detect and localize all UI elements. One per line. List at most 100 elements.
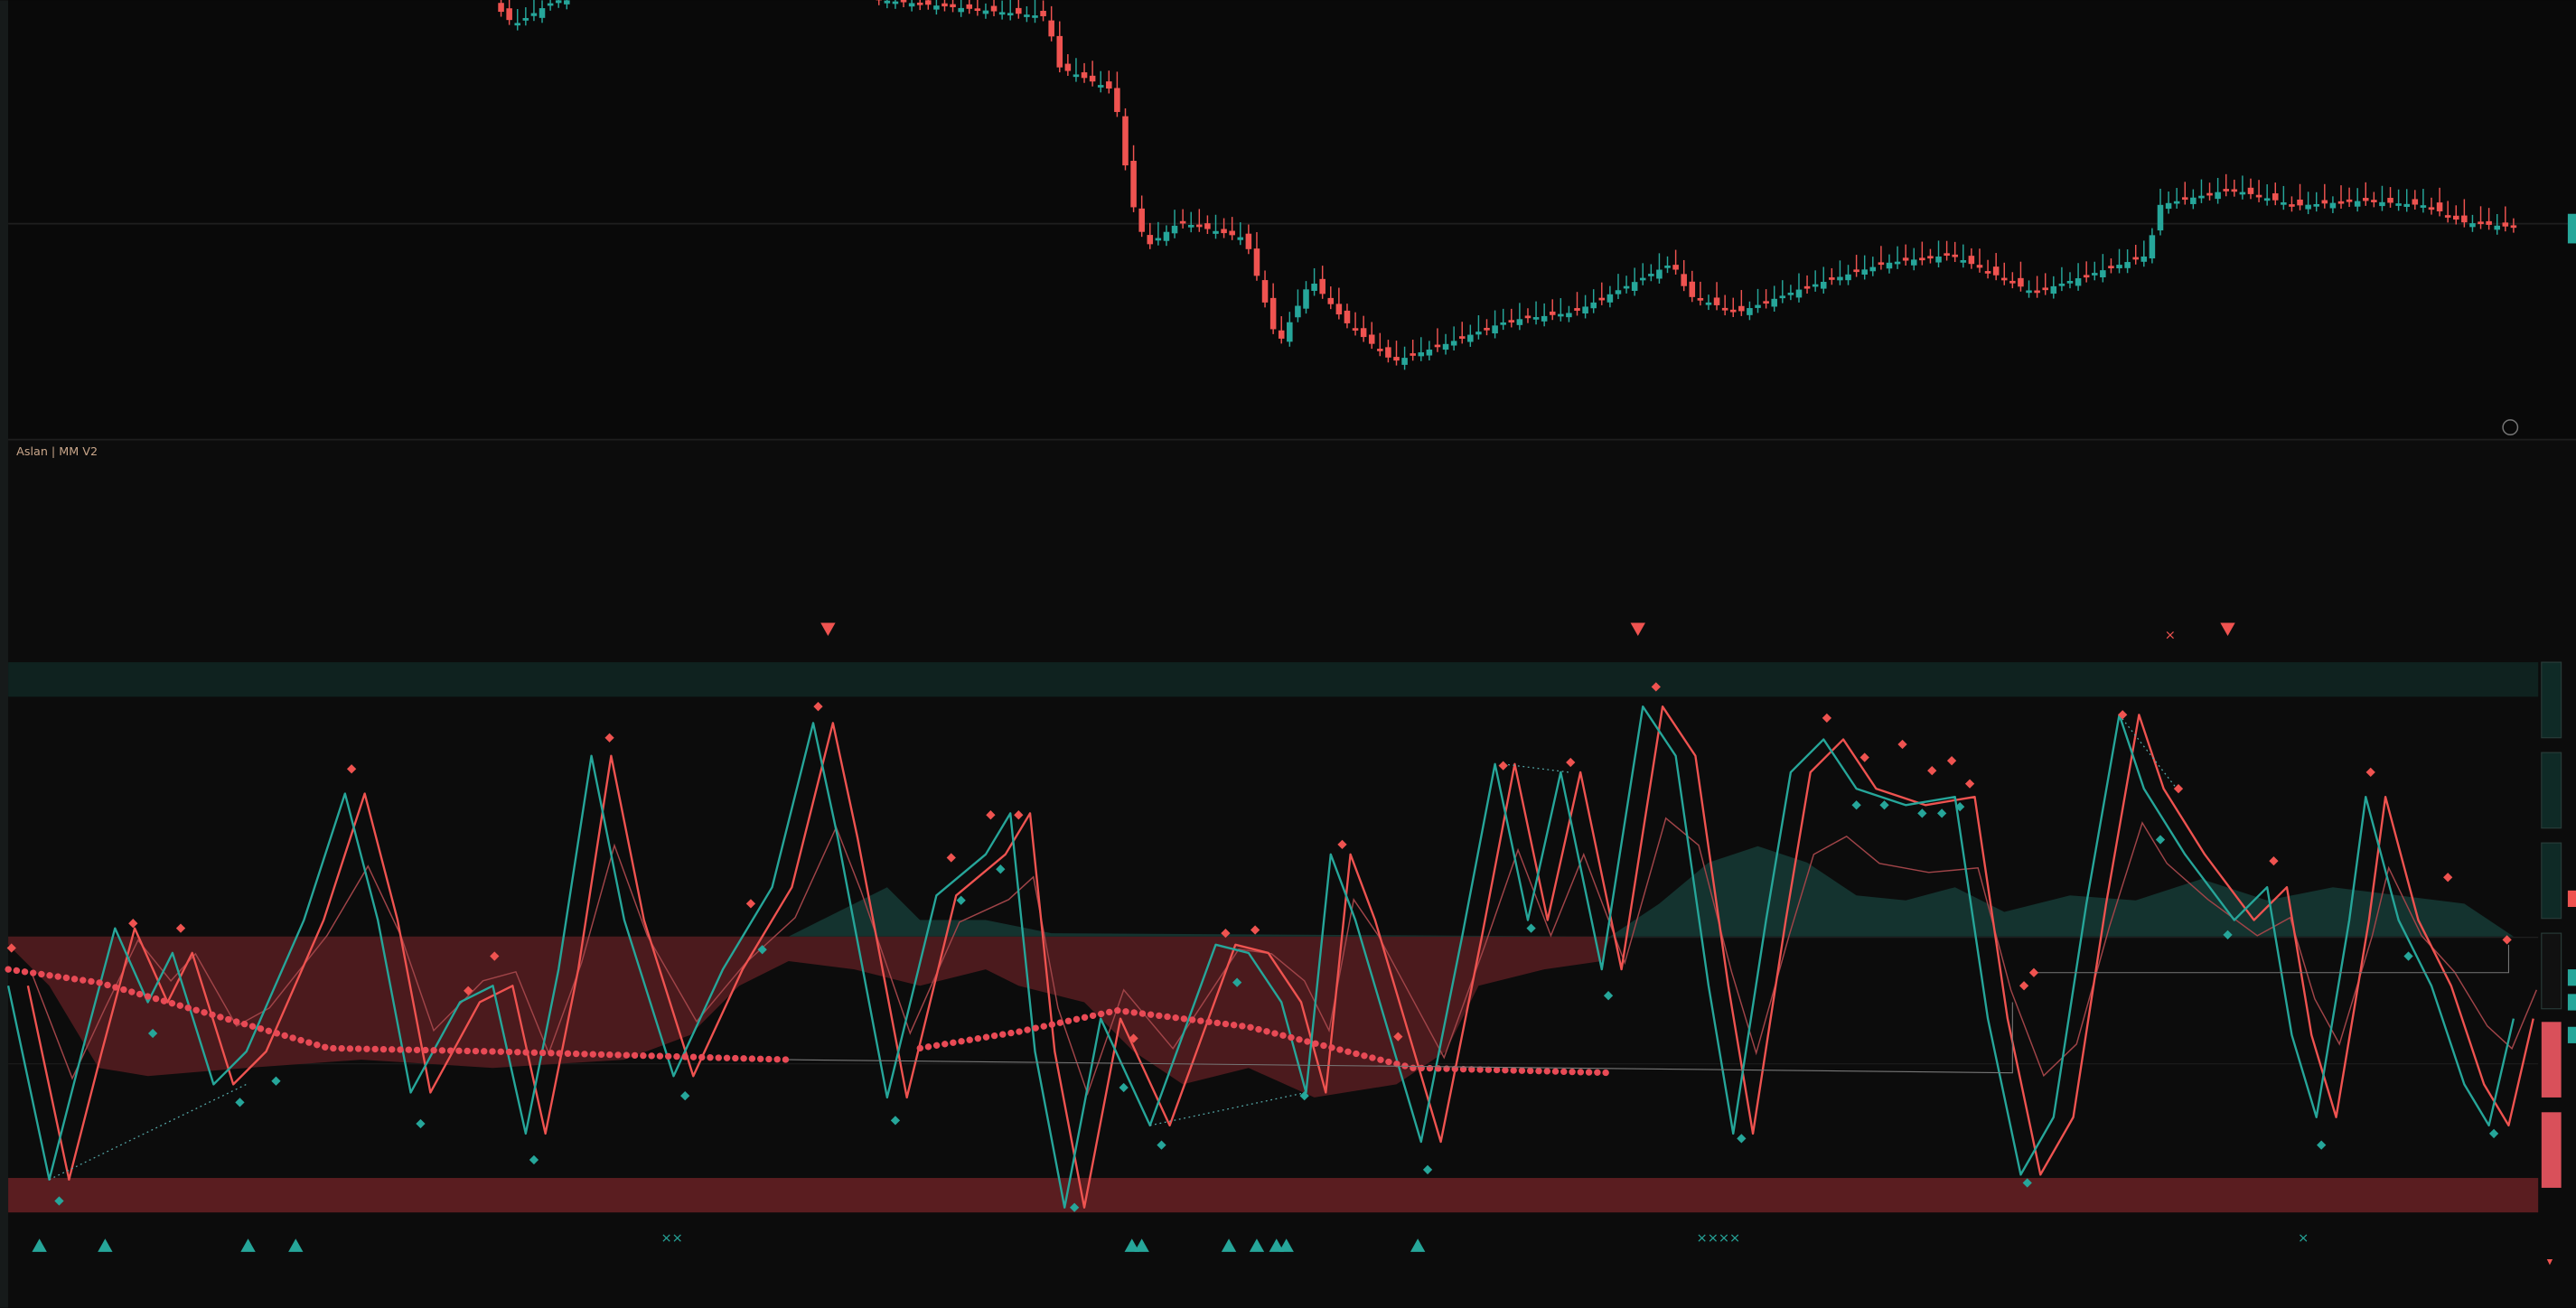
candle <box>2026 290 2032 294</box>
trend-dots <box>5 966 792 1063</box>
candle <box>1829 277 1835 280</box>
candle <box>1697 297 1704 301</box>
candle <box>1566 313 1572 318</box>
candle <box>2337 201 2345 204</box>
candle <box>1475 332 1482 335</box>
replay-icon[interactable] <box>2502 419 2519 435</box>
candle <box>1344 310 1351 323</box>
candle <box>1705 302 1712 305</box>
signal-dot <box>2502 935 2512 945</box>
signal-dot <box>1232 977 1242 987</box>
cross-mark: × <box>2165 629 2176 643</box>
candle <box>1303 289 1309 309</box>
candle <box>2149 235 2156 259</box>
candle <box>1812 284 1819 287</box>
candle <box>2108 266 2114 269</box>
candle <box>1681 274 1687 286</box>
candle <box>1492 325 1498 334</box>
candle <box>1574 308 1580 311</box>
candle <box>1327 297 1335 304</box>
candle <box>1919 257 1925 261</box>
candle <box>2387 198 2393 203</box>
candle <box>1016 7 1022 14</box>
candle <box>1269 297 1277 330</box>
buy-arrow <box>1134 1238 1149 1252</box>
candle <box>2173 201 2180 204</box>
candle <box>2058 283 2065 286</box>
candle <box>982 10 989 14</box>
candle <box>2066 280 2074 284</box>
candle <box>2510 225 2517 229</box>
signal-dot <box>490 951 500 961</box>
candle <box>1820 281 1827 289</box>
candle <box>990 5 998 12</box>
candle <box>2281 201 2287 205</box>
candle <box>2198 195 2205 199</box>
candle <box>2018 277 2024 287</box>
candle <box>1869 266 1877 272</box>
candle <box>1976 265 1983 268</box>
candle <box>539 8 546 18</box>
candle <box>908 3 915 7</box>
candle <box>1516 319 1523 325</box>
signal-dot <box>1859 752 1869 762</box>
candle <box>1558 313 1564 317</box>
signal-dot <box>2403 951 2413 961</box>
candle <box>498 3 504 13</box>
candle <box>522 17 529 21</box>
edge-tag <box>2567 969 2576 986</box>
candle <box>1590 302 1597 309</box>
divergence <box>49 714 2178 1181</box>
candle <box>1944 253 1950 257</box>
candle <box>1779 295 1786 299</box>
candle <box>1261 280 1269 303</box>
candle <box>2247 187 2254 194</box>
candle <box>1532 317 1540 320</box>
candle <box>2486 220 2492 225</box>
candle <box>547 3 554 6</box>
candle <box>1606 294 1614 303</box>
candle <box>1311 283 1317 292</box>
signal-dot <box>2269 855 2279 866</box>
bull-cloud <box>788 846 2514 937</box>
cross-mark: × <box>2298 1231 2309 1246</box>
candle <box>1508 320 1515 322</box>
candle <box>2289 204 2295 207</box>
candle <box>1952 254 1958 257</box>
candle <box>1171 225 1178 234</box>
buy-arrow <box>288 1238 304 1252</box>
candle <box>2469 223 2476 228</box>
candle <box>1845 274 1851 281</box>
candle <box>1582 306 1588 314</box>
fast-line <box>6 705 2515 1209</box>
signal-dot <box>986 810 996 820</box>
signal-dot <box>271 1076 281 1086</box>
candle <box>2215 192 2221 200</box>
candle <box>2255 194 2262 198</box>
candle <box>1426 350 1433 356</box>
candle <box>974 8 981 12</box>
signal-dot <box>1337 839 1347 850</box>
candle <box>1007 13 1014 16</box>
candle <box>2329 202 2337 209</box>
candle <box>1729 309 1737 313</box>
candle <box>1319 278 1325 294</box>
edge-tag <box>2567 890 2576 908</box>
side-box <box>2541 1112 2562 1188</box>
candle <box>1040 10 1046 16</box>
candle <box>2436 202 2443 211</box>
candle <box>1500 322 1506 325</box>
candle <box>1278 330 1285 339</box>
signal-dot <box>1927 765 1937 776</box>
signal-dot <box>1917 808 1927 818</box>
candle <box>1484 327 1490 331</box>
signal-line <box>26 705 2534 1209</box>
candle <box>1549 311 1556 315</box>
candle <box>916 2 923 5</box>
signal-dot <box>1299 1090 1309 1101</box>
sell-arrow <box>820 622 836 636</box>
price-tag <box>2567 213 2576 244</box>
candle <box>1598 297 1606 301</box>
candle <box>1672 265 1679 270</box>
